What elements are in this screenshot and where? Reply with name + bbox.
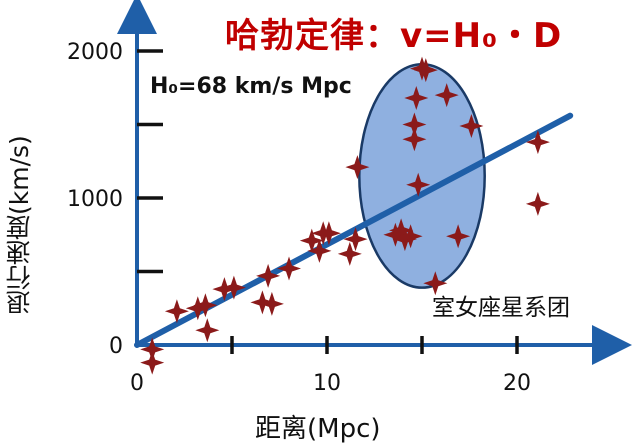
data-point bbox=[140, 350, 165, 375]
data-point bbox=[164, 299, 189, 324]
data-point bbox=[459, 113, 484, 138]
data-point bbox=[316, 221, 341, 246]
data-point bbox=[307, 238, 332, 263]
data-point bbox=[446, 224, 471, 249]
x-tick-label: 20 bbox=[503, 371, 531, 396]
data-point bbox=[525, 191, 550, 216]
data-point bbox=[221, 275, 246, 300]
y-tick-label: 0 bbox=[109, 334, 123, 359]
data-point bbox=[185, 296, 210, 321]
data-point bbox=[212, 277, 237, 302]
data-point bbox=[392, 227, 417, 252]
y-axis-label: 退行速度(km/s) bbox=[5, 135, 34, 315]
data-point bbox=[413, 58, 438, 83]
data-point bbox=[402, 127, 427, 152]
virgo-cluster-label: 室女座星系团 bbox=[432, 295, 570, 321]
data-point bbox=[398, 224, 423, 249]
data-point bbox=[299, 228, 324, 253]
data-point bbox=[389, 218, 414, 243]
hubble-constant-annotation: H₀=68 km/s Mpc bbox=[150, 74, 352, 99]
data-point bbox=[343, 227, 368, 252]
y-tick-label: 2000 bbox=[67, 40, 123, 65]
x-tick-label: 10 bbox=[313, 371, 341, 396]
data-point bbox=[404, 86, 429, 111]
data-point bbox=[250, 290, 275, 315]
x-tick-label: 0 bbox=[130, 371, 144, 396]
data-point bbox=[195, 318, 220, 343]
x-axis-label: 距离(Mpc) bbox=[255, 414, 381, 444]
data-point bbox=[345, 155, 370, 180]
data-point bbox=[256, 263, 281, 288]
data-point bbox=[277, 256, 301, 281]
data-point bbox=[140, 337, 165, 362]
data-point bbox=[193, 293, 218, 318]
chart-title: 哈勃定律：v=H₀・D bbox=[225, 16, 563, 56]
data-point bbox=[423, 271, 448, 296]
data-point bbox=[259, 291, 284, 316]
data-point bbox=[337, 241, 362, 266]
y-tick-label: 1000 bbox=[67, 187, 123, 212]
data-point bbox=[406, 172, 431, 197]
data-point bbox=[402, 112, 427, 137]
data-point bbox=[383, 222, 408, 247]
data-point bbox=[525, 130, 550, 155]
data-point bbox=[434, 83, 459, 108]
